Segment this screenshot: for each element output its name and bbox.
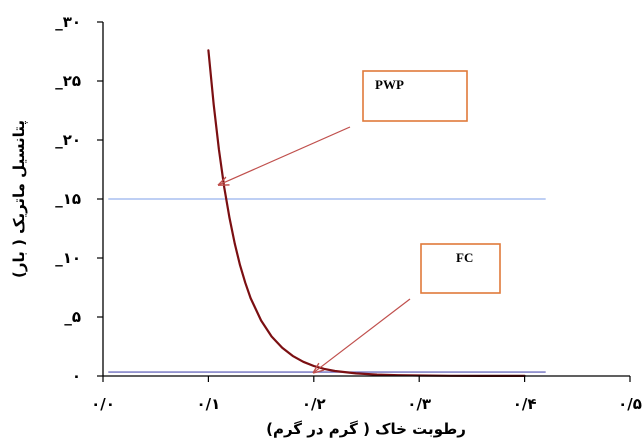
- y-tick-label-3: _۱۵: [55, 190, 81, 208]
- y-tick-label-4: _۲۰: [55, 131, 81, 149]
- x-tick-label-4: ۰/۴: [513, 395, 537, 413]
- annotation-box-fc: [420, 243, 501, 294]
- annotations: PWP FC: [219, 70, 501, 372]
- y-tick-label-1: _۵: [64, 308, 81, 326]
- annotation-label-pwp: PWP: [375, 77, 404, 92]
- y-tick-label-2: _۱۰: [55, 249, 81, 267]
- x-tick-label-1: ۰/۱: [197, 395, 221, 413]
- annotation-arrow-pwp: [219, 126, 351, 185]
- annotation-arrow-fc: [314, 298, 411, 372]
- ticks: ۰/۰ ۰/۱ ۰/۲ ۰/۳ ۰/۴ ۰/۵ ۰ _۵ _۱۰ _۱۵ _۲۰ _۲۵ _۳۰: [55, 13, 642, 413]
- annotation-label-fc: FC: [456, 250, 473, 265]
- y-tick-label-6: _۳۰: [55, 13, 81, 31]
- x-tick-label-5: ۰/۵: [618, 395, 642, 413]
- x-tick-label-3: ۰/۳: [407, 395, 431, 413]
- x-axis-title: رطوبت خاک ( گرم در گرم): [266, 420, 466, 438]
- annotation-box-pwp: [362, 70, 468, 122]
- series-path-0: [207, 49, 526, 377]
- y-tick-label-5: _۲۵: [55, 72, 81, 90]
- reference-lines: [108, 198, 546, 373]
- y-axis-title: پتانسیل ماتریک ( بار): [10, 120, 29, 278]
- x-tick-label-0: ۰/۰: [91, 395, 115, 413]
- y-tick-label-0: ۰: [72, 367, 81, 385]
- x-tick-label-2: ۰/۲: [302, 395, 326, 413]
- series-line: [207, 49, 526, 377]
